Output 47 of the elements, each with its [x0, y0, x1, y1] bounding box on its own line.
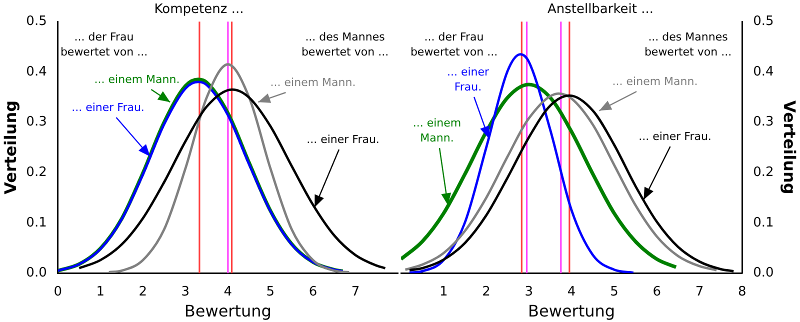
- chart-title: Kompetenz ...: [154, 2, 244, 18]
- x-tick-label: 3: [181, 284, 190, 300]
- y-tick-label: 0.3: [753, 114, 774, 130]
- x-tick-label: 2: [138, 284, 148, 300]
- y-axis-title: Verteilung: [0, 100, 20, 194]
- y-tick-label: 0.2: [26, 164, 47, 180]
- line-series: [78, 88, 386, 270]
- y-tick-label: 0.4: [26, 64, 47, 80]
- x-tick-label: 7: [695, 284, 704, 300]
- y-tick-label: 0.0: [26, 266, 47, 281]
- annotation: ... einem Mann.: [412, 116, 462, 144]
- x-tick-label: 6: [308, 284, 318, 300]
- x-axis-title: Bewertung: [528, 302, 616, 321]
- x-tick-label: 8: [738, 284, 746, 300]
- y-tick-label: 0.5: [26, 14, 47, 29]
- y-tick-label: 0.1: [753, 215, 774, 230]
- x-tick-label: 3: [524, 284, 534, 300]
- x-tick-label: 4: [567, 284, 576, 300]
- annotation: ... einer Frau.: [638, 130, 712, 143]
- x-axis-title: Bewertung: [184, 302, 272, 321]
- x-tick-label: 1: [440, 284, 448, 300]
- x-tick-label: 6: [652, 284, 661, 300]
- annotation: ... einem Mann.: [94, 72, 180, 86]
- annotation: ... der Frau bewertet von ...: [410, 30, 498, 58]
- x-tick-label: 4: [224, 284, 232, 300]
- y-tick-label: 0.3: [26, 114, 47, 130]
- annotation: ... des Mannes bewertet von ...: [301, 30, 389, 58]
- annotation: ... einem Mann.: [270, 76, 356, 89]
- annotation: ... der Frau bewertet von ...: [60, 30, 148, 58]
- annotation: ... einem Mann.: [612, 74, 698, 88]
- y-axis-title: Verteilung: [780, 100, 800, 194]
- y-tick-label: 0.4: [753, 64, 774, 80]
- x-tick-label: 0: [54, 284, 62, 300]
- x-tick-label: 5: [266, 284, 275, 300]
- annotation: ... einer Frau.: [72, 100, 144, 114]
- annotation: ... einer Frau.: [446, 65, 490, 94]
- y-tick-label: 0.0: [753, 266, 774, 281]
- chart-title: Anstellbarkeit ...: [547, 2, 654, 18]
- x-tick-label: 2: [482, 284, 490, 300]
- x-tick-label: 1: [96, 284, 105, 300]
- annotation: ... des Mannes bewertet von ...: [644, 30, 732, 58]
- y-tick-label: 0.5: [753, 14, 774, 29]
- annotation: ... einer Frau.: [306, 132, 380, 146]
- x-tick-label: 7: [351, 284, 360, 300]
- x-tick-label: 5: [610, 284, 618, 300]
- y-tick-label: 0.1: [26, 215, 47, 230]
- y-tick-label: 0.2: [753, 164, 774, 180]
